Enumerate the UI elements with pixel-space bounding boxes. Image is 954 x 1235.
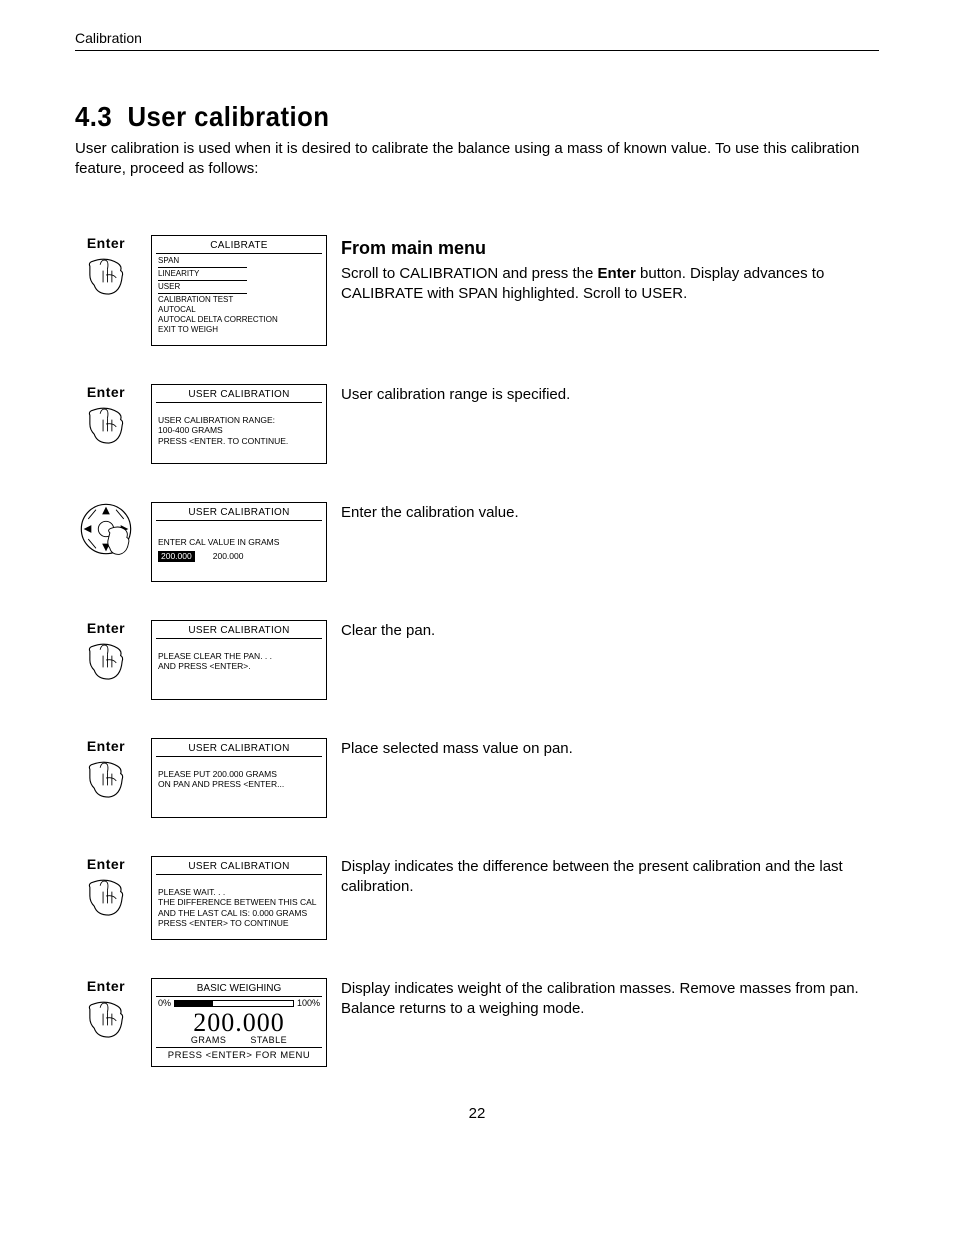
lcd-screen: USER CALIBRATION PLEASE PUT 200.000 GRAM… xyxy=(151,738,327,818)
step-row: Enter USER CALIBRATION USER CALIBRATION … xyxy=(75,384,879,464)
lcd-screen: USER CALIBRATION PLEASE CLEAR THE PAN. .… xyxy=(151,620,327,700)
section-number: 4.3 xyxy=(75,101,112,132)
step-row: Enter USER CALIBRATION PLEASE WAIT. . .T… xyxy=(75,856,879,941)
button-label: Enter xyxy=(87,978,125,994)
lcd-title: CALIBRATE xyxy=(156,238,322,254)
lcd-title: BASIC WEIGHING xyxy=(156,981,322,997)
lcd-title: USER CALIBRATION xyxy=(156,505,322,521)
step-desc-title: From main menu xyxy=(341,236,879,260)
button-label: Enter xyxy=(87,235,125,251)
button-label: Enter xyxy=(87,620,125,636)
step-desc-text: Display indicates weight of the calibrat… xyxy=(341,979,879,1020)
step-desc-text: Scroll to CALIBRATION and press the Ente… xyxy=(341,264,879,305)
lcd-title: USER CALIBRATION xyxy=(156,623,322,639)
lcd-screen: BASIC WEIGHING 0% 100% 200.000 GRAMSSTAB… xyxy=(151,978,327,1067)
steps-list: Enter CALIBRATE SPANLINEARITYUSERCALIBRA… xyxy=(75,235,879,1068)
hand-press-icon: Enter xyxy=(75,856,137,918)
lcd-screen: CALIBRATE SPANLINEARITYUSERCALIBRATION T… xyxy=(151,235,327,346)
lcd-title: USER CALIBRATION xyxy=(156,387,322,403)
section-intro: User calibration is used when it is desi… xyxy=(75,139,879,180)
lcd-title: USER CALIBRATION xyxy=(156,741,322,757)
lcd-title: USER CALIBRATION xyxy=(156,859,322,875)
step-row: Enter USER CALIBRATION PLEASE PUT 200.00… xyxy=(75,738,879,818)
step-row: Enter BASIC WEIGHING 0% 100% 200.000 GRA… xyxy=(75,978,879,1067)
dpad-icon xyxy=(75,502,137,556)
hand-press-icon: Enter xyxy=(75,620,137,682)
hand-press-icon: Enter xyxy=(75,235,137,297)
section-title-text: User calibration xyxy=(127,101,329,132)
step-desc-text: Display indicates the difference between… xyxy=(341,857,879,898)
button-label: Enter xyxy=(87,856,125,872)
lcd-screen: USER CALIBRATION PLEASE WAIT. . .THE DIF… xyxy=(151,856,327,941)
section-heading: 4.3 User calibration xyxy=(75,101,815,133)
step-desc-text: Enter the calibration value. xyxy=(341,503,879,523)
button-label: Enter xyxy=(87,738,125,754)
step-row: USER CALIBRATION ENTER CAL VALUE IN GRAM… xyxy=(75,502,879,582)
step-desc-text: Clear the pan. xyxy=(341,621,879,641)
step-row: Enter USER CALIBRATION PLEASE CLEAR THE … xyxy=(75,620,879,700)
button-label: Enter xyxy=(87,384,125,400)
step-row: Enter CALIBRATE SPANLINEARITYUSERCALIBRA… xyxy=(75,235,879,346)
hand-press-icon: Enter xyxy=(75,384,137,446)
lcd-screen: USER CALIBRATION ENTER CAL VALUE IN GRAM… xyxy=(151,502,327,582)
step-desc-text: Place selected mass value on pan. xyxy=(341,739,879,759)
step-desc-text: User calibration range is specified. xyxy=(341,385,879,405)
page-number: 22 xyxy=(75,1105,879,1122)
hand-press-icon: Enter xyxy=(75,978,137,1040)
hand-press-icon: Enter xyxy=(75,738,137,800)
lcd-screen: USER CALIBRATION USER CALIBRATION RANGE:… xyxy=(151,384,327,464)
page-header: Calibration xyxy=(75,30,879,51)
